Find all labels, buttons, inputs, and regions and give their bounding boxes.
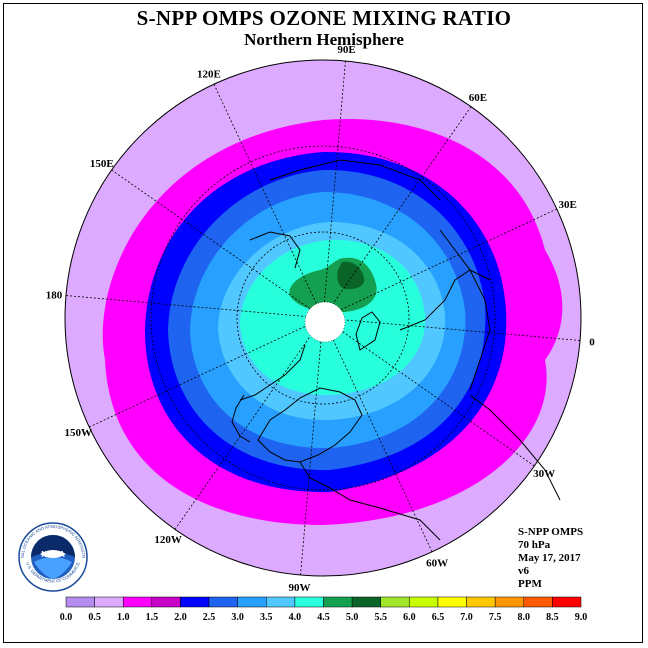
longitude-label: 30E	[559, 199, 577, 211]
colorbar-swatch	[494, 596, 525, 608]
info-instrument: S-NPP OMPS	[518, 526, 584, 538]
longitude-label: 150E	[90, 158, 114, 170]
colorbar-tick-label: 5.0	[346, 612, 359, 623]
coastlines	[231, 159, 561, 541]
longitude-label: 0	[589, 337, 595, 349]
eurasia-coast	[439, 229, 491, 391]
longitude-label: 60E	[469, 92, 487, 104]
colorbar-tick-label: 1.5	[146, 612, 159, 623]
meridian-line	[89, 317, 324, 428]
colorbar-swatch	[94, 596, 124, 608]
colorbar-tick-label: 8.0	[518, 612, 531, 623]
meridian-line	[174, 317, 324, 530]
longitude-label: 150W	[65, 427, 93, 439]
colorbar-swatch	[237, 596, 267, 608]
info-date: May 17, 2017	[518, 552, 581, 564]
colorbar-swatch	[122, 596, 153, 608]
latitude-circle	[236, 231, 410, 405]
info-pressure-level: 70 hPa	[518, 539, 551, 551]
siberia-coast	[249, 231, 301, 269]
greenland-coast	[355, 311, 381, 351]
meridian-line	[300, 317, 324, 576]
colorbar-tick-label: 0.0	[60, 612, 73, 623]
pacific-coast	[231, 394, 251, 443]
info-version: v6	[518, 565, 529, 577]
colorbar-tick-label: 8.5	[546, 612, 559, 623]
chart-title: S-NPP OMPS OZONE MIXING RATIO	[136, 6, 512, 30]
colorbar-tick-label: 3.0	[231, 612, 244, 623]
alaska-arctic-coast	[239, 344, 306, 401]
noaa-logo: NOAA NATIONAL OCEANIC AND ATMOSPHERIC AD…	[18, 522, 88, 592]
colorbar-tick-label: 4.0	[289, 612, 302, 623]
logo-text: NOAA	[41, 550, 65, 559]
colorbar-swatch	[65, 596, 95, 608]
latitude-circle	[150, 145, 496, 491]
colorbar-swatch	[437, 596, 467, 608]
colorbar-tick-label: 2.5	[203, 612, 216, 623]
graticule	[65, 60, 581, 576]
colorbar-swatch	[323, 596, 353, 608]
map-boundary	[64, 59, 582, 577]
colorbar-tick-label: 6.5	[432, 612, 445, 623]
info-units: PPM	[518, 578, 542, 590]
asia-coast	[269, 159, 441, 201]
africa-coast	[469, 394, 561, 501]
meridian-line	[213, 84, 324, 319]
colorbar-swatch	[180, 596, 210, 608]
colorbar-tick-label: 4.5	[317, 612, 330, 623]
colorbar-swatch	[409, 596, 439, 608]
longitude-labels: 90E 60E 30E 0 30W 60W 90W 120W 150W 180 150E 120E	[46, 44, 595, 594]
colorbar-tick-label: 7.5	[489, 612, 502, 623]
colorbar-tick-label: 7.0	[460, 612, 473, 623]
meridian-line	[322, 317, 581, 341]
colorbar-swatch	[523, 596, 553, 608]
central-america-coast	[299, 461, 441, 541]
colorbar: 0.0 0.5 1.0 1.5 2.0 2.5 3.0 3.5 4.0 4.5 5.0 5.5 6.0 6…	[60, 596, 588, 623]
colorbar-tick-label: 9.0	[575, 612, 588, 623]
colorbar-swatch	[380, 596, 410, 608]
polar-data-gap	[304, 301, 346, 343]
colorbar-swatch	[351, 596, 381, 608]
colorbar-swatch	[208, 596, 238, 608]
meridian-line	[322, 317, 535, 467]
colorbar-swatch	[552, 596, 582, 608]
longitude-label: 180	[46, 289, 63, 301]
longitude-label: 120E	[197, 68, 221, 80]
colorbar-tick-label: 3.5	[260, 612, 273, 623]
longitude-label: 60W	[426, 558, 448, 570]
chart-subtitle: Northern Hemisphere	[244, 30, 404, 49]
colorbar-tick-label: 6.0	[403, 612, 416, 623]
colorbar-tick-label: 1.0	[117, 612, 130, 623]
meridian-line	[322, 317, 433, 552]
colorbar-tick-label: 0.5	[88, 612, 101, 623]
colorbar-tick-label: 5.5	[374, 612, 387, 623]
longitude-label: 120W	[154, 534, 182, 546]
meridian-line	[322, 106, 472, 319]
colorbar-swatch	[466, 596, 496, 608]
meridian-line	[65, 295, 324, 319]
longitude-label: 90W	[288, 582, 310, 594]
longitude-label: 30W	[533, 468, 555, 480]
north-america-coast	[257, 387, 363, 463]
colorbar-swatch	[294, 596, 324, 608]
colorbar-swatch	[266, 596, 296, 608]
figure-frame	[3, 3, 643, 643]
meridian-line	[322, 208, 557, 319]
colorbar-tick-label: 2.0	[174, 612, 187, 623]
longitude-label: 90E	[337, 44, 355, 56]
europe-coast	[399, 269, 491, 331]
meridian-line	[111, 169, 324, 319]
meridian-line	[322, 60, 346, 319]
colorbar-swatch	[151, 596, 181, 608]
